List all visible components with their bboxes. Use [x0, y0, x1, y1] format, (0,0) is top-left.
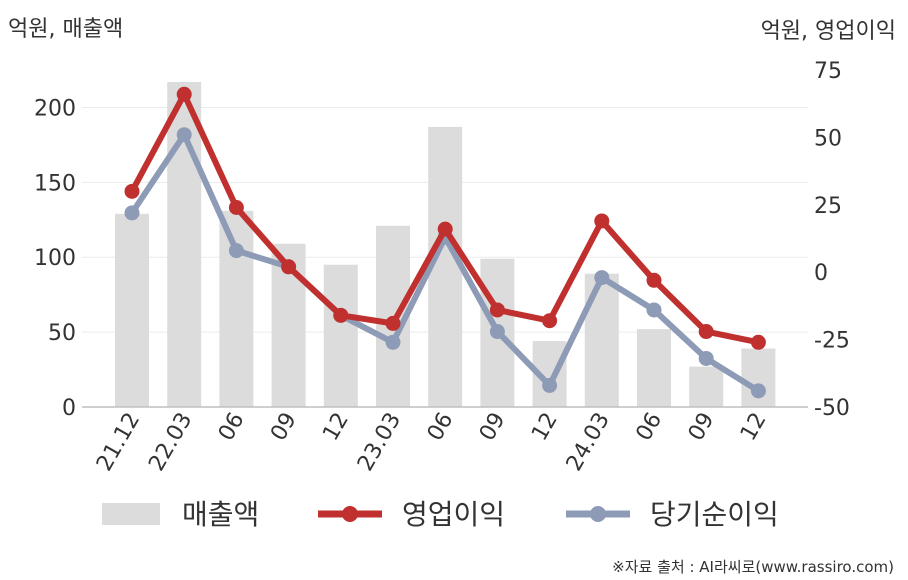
x-tick-label: 09 [266, 409, 302, 446]
bar [584, 273, 619, 407]
data-point [594, 270, 610, 286]
bar [323, 264, 358, 407]
data-point [228, 199, 244, 215]
right-axis-label: 억원, 영업이익 [761, 19, 896, 44]
data-point [385, 315, 401, 331]
data-point [698, 324, 714, 340]
x-tick-label: 12 [318, 409, 354, 446]
bar [637, 329, 671, 407]
data-point [176, 86, 192, 102]
legend-swatch-bar [102, 503, 160, 525]
left-tick-label: 200 [34, 96, 76, 121]
x-tick-label: 09 [684, 409, 720, 446]
data-point [281, 259, 297, 275]
right-tick-label: -25 [814, 329, 850, 354]
bar [115, 213, 149, 407]
x-tick-label: 22.03 [144, 409, 197, 476]
legend-marker-line-1 [342, 506, 358, 522]
data-point [489, 302, 505, 318]
legend: 매출액 영업이익 당기순이익 [102, 498, 779, 531]
data-point [698, 350, 714, 366]
data-point [594, 213, 610, 229]
left-tick-label: 50 [48, 321, 76, 346]
source-note: ※자료 출처 : AI라씨로(www.rassiro.com) [612, 558, 894, 576]
data-point [542, 313, 558, 329]
right-axis-ticks: -50 -25 0 25 50 75 [814, 59, 850, 421]
left-tick-label: 100 [34, 246, 76, 271]
legend-label-line-2: 당기순이익 [650, 498, 779, 531]
data-point [124, 183, 140, 199]
right-tick-label: 50 [814, 126, 842, 151]
data-point [176, 127, 192, 143]
line-series [124, 86, 766, 399]
x-tick-label: 06 [423, 409, 459, 446]
x-tick-label: 09 [475, 409, 511, 446]
bar [428, 126, 463, 407]
bar [219, 210, 254, 407]
data-point [385, 334, 401, 350]
x-tick-label: 24.03 [562, 409, 615, 476]
right-tick-label: -50 [814, 396, 850, 421]
right-tick-label: 25 [814, 194, 842, 219]
right-tick-label: 0 [814, 261, 828, 286]
left-axis-ticks: 0 50 100 150 200 [34, 96, 76, 421]
data-point [437, 221, 453, 237]
left-tick-label: 150 [34, 171, 76, 196]
data-point [750, 334, 766, 350]
x-tick-label: 12 [527, 409, 563, 446]
data-point [124, 205, 140, 221]
data-point [542, 377, 558, 393]
legend-label-line-1: 영업이익 [402, 498, 505, 531]
data-point [333, 307, 349, 323]
legend-label-bar: 매출액 [182, 498, 259, 531]
x-tick-label: 21.12 [92, 409, 145, 476]
left-axis-label: 억원, 매출액 [8, 17, 123, 42]
data-point [489, 324, 505, 340]
data-point [646, 272, 662, 288]
bar [689, 366, 724, 407]
right-tick-label: 75 [814, 59, 842, 84]
legend-marker-line-2 [590, 506, 606, 522]
data-point [646, 302, 662, 318]
data-point [750, 383, 766, 399]
x-tick-label: 06 [214, 409, 250, 446]
data-point [228, 243, 244, 259]
left-tick-label: 0 [62, 396, 76, 421]
x-tick-label: 06 [632, 409, 668, 446]
x-tick-label: 12 [736, 409, 772, 446]
x-axis-ticks: 21.12 22.03 06 09 12 23.03 06 09 12 24.03 06 09 12 [92, 409, 772, 476]
x-tick-label: 23.03 [353, 409, 406, 476]
